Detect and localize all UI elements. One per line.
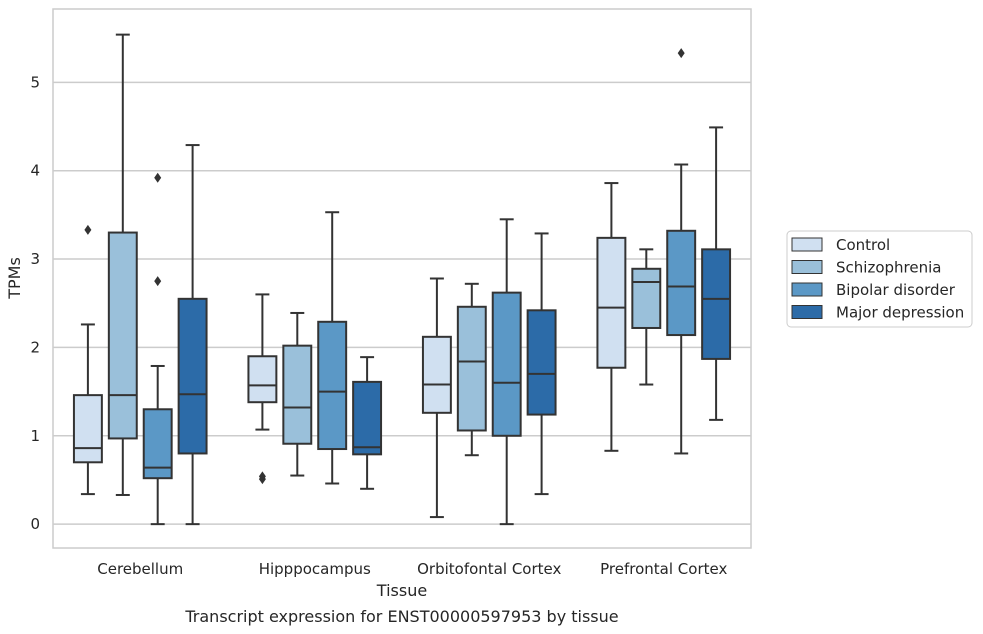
y-tick-label: 3 <box>30 250 40 268</box>
y-tick-label: 0 <box>30 515 40 533</box>
box-plot <box>177 144 208 526</box>
legend-label: Control <box>836 236 890 254</box>
box-plot <box>456 282 487 457</box>
box-iqr <box>107 231 138 440</box>
box-iqr <box>666 229 697 337</box>
x-tick-label: Orbitofontal Cortex <box>417 560 561 578</box>
x-axis-title: Tissue <box>376 581 427 600</box>
legend-swatch <box>791 305 823 319</box>
box-iqr <box>317 320 348 451</box>
box-plot <box>421 277 452 519</box>
box-plot <box>247 293 278 485</box>
box-plot <box>631 248 662 386</box>
outlier-point <box>154 172 162 183</box>
box-iqr <box>247 355 278 404</box>
box-plot <box>107 33 138 496</box>
outlier-point <box>84 224 92 235</box>
y-tick-label: 1 <box>30 427 40 445</box>
box-iqr <box>526 309 557 416</box>
box-iqr <box>177 297 208 455</box>
box-plot <box>317 211 348 485</box>
y-tick-label: 5 <box>30 73 40 91</box>
box-iqr <box>631 267 662 329</box>
box-plot <box>666 48 697 455</box>
outlier-point <box>258 471 266 482</box>
box-iqr <box>701 248 732 360</box>
series-major-depression <box>177 126 732 526</box>
box-iqr <box>421 335 452 414</box>
box-iqr <box>596 236 627 369</box>
outlier-point <box>677 48 685 59</box>
box-plot <box>352 356 383 490</box>
legend-swatch <box>791 282 823 297</box>
box-iqr <box>352 380 383 456</box>
chart-caption: Transcript expression for ENST0000059795… <box>184 607 618 626</box>
box-plot <box>491 218 522 526</box>
box-plot <box>282 311 313 477</box>
y-tick-label: 4 <box>30 162 40 180</box>
legend: Control Schizophrenia Bipolar disorder Majo… <box>786 230 973 328</box>
box-iqr <box>456 305 487 432</box>
box-plot <box>701 126 732 421</box>
series-bipolar-disorder <box>142 48 697 526</box>
box-iqr <box>72 394 103 464</box>
box-plot <box>596 182 627 452</box>
y-tick-label: 2 <box>30 338 40 356</box>
outlier-point <box>154 276 162 287</box>
series-schizophrenia <box>107 33 662 496</box>
box-series-layer <box>72 33 732 526</box>
series-control <box>72 182 627 519</box>
plot-frame <box>52 8 752 549</box>
y-tick-labels: 0 1 2 3 4 5 <box>30 73 40 533</box>
legend-label: Schizophrenia <box>836 259 941 277</box>
box-plot <box>72 224 103 496</box>
box-plot <box>142 172 173 526</box>
legend-swatch <box>791 237 823 252</box>
legend-label: Major depression <box>836 304 964 322</box>
x-tick-label: Prefrontal Cortex <box>600 560 727 578</box>
x-tick-labels: Cerebellum Hipppocampus Orbitofontal Corte… <box>97 560 727 578</box>
x-tick-label: Hipppocampus <box>259 560 371 578</box>
legend-swatch <box>791 260 823 274</box>
y-axis-title: TPMs <box>5 257 24 300</box>
x-tick-label: Cerebellum <box>97 560 183 578</box>
box-iqr <box>491 291 522 437</box>
legend-label: Bipolar disorder <box>836 281 956 299</box>
box-plot <box>526 232 557 496</box>
legend-frame <box>786 230 973 328</box>
box-iqr <box>282 344 313 445</box>
